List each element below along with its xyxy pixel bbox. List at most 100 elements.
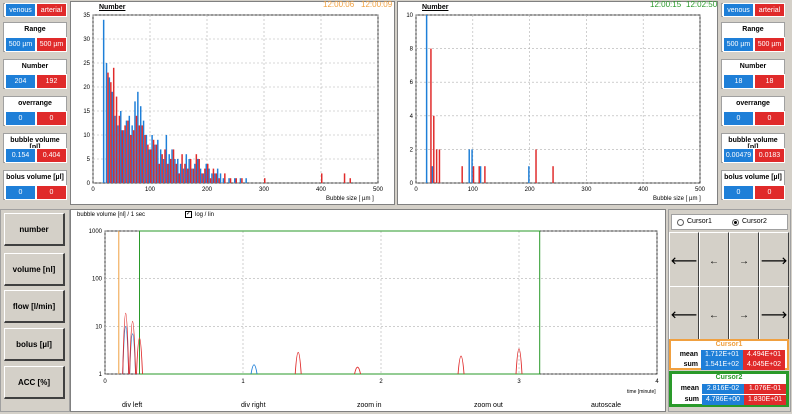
- cursor2-fast-right-button[interactable]: 🡒: [759, 286, 789, 344]
- venous-bar: [165, 135, 168, 183]
- cursor1-mean-arterial: 4.494E+01: [743, 349, 785, 360]
- legend-venous: venous: [723, 3, 754, 17]
- y-tick-label: 25: [83, 61, 90, 67]
- cursor1-fast-left-button[interactable]: 🡐: [669, 232, 699, 290]
- bubble-volume-arterial: 0.0183: [754, 148, 785, 163]
- venous-bar: [111, 91, 113, 183]
- cursor2-right-button[interactable]: →: [729, 286, 759, 344]
- timeplot-frame: [104, 230, 658, 375]
- left-number-box: Number 204 192: [3, 59, 67, 89]
- cursor1-right-button[interactable]: →: [729, 232, 759, 290]
- cursor2-fast-left-button[interactable]: 🡐: [669, 286, 699, 344]
- cursor2-stats-box: Cursor2 mean 2.816E-02 1.076E-01 sum 4.7…: [669, 371, 789, 407]
- div-left-action[interactable]: div left: [122, 402, 143, 409]
- arterial-bar: [535, 149, 537, 183]
- div-right-action[interactable]: div right: [241, 402, 266, 409]
- autoscale-action[interactable]: autoscale: [591, 402, 621, 409]
- arterial-peak: [129, 320, 137, 375]
- zoom-in-action[interactable]: zoom in: [357, 402, 382, 409]
- arterial-peak: [354, 366, 361, 375]
- arterial-peak: [122, 313, 130, 375]
- arterial-bar: [461, 166, 463, 183]
- venous-bar: [142, 120, 145, 183]
- venous-bar: [208, 168, 210, 183]
- y-tick-label: 10: [95, 324, 102, 330]
- arterial-bar: [110, 82, 112, 183]
- y-tick-label: 4: [410, 114, 414, 120]
- bolus-button[interactable]: bolus [µl]: [4, 328, 65, 361]
- acc-button[interactable]: ACC [%]: [4, 366, 65, 399]
- cursor2-radio-label: Cursor2: [742, 218, 767, 225]
- number-button[interactable]: number: [4, 213, 65, 246]
- venous-bar: [239, 178, 242, 183]
- arterial-bar: [215, 173, 218, 183]
- log-lin-label: log / lin: [195, 212, 215, 218]
- cursor1-fast-right-button[interactable]: 🡒: [759, 232, 789, 290]
- log-lin-checkbox[interactable]: ✓: [185, 211, 192, 218]
- timeplot-xlabel: time [minute]: [627, 389, 656, 395]
- right-number-box: Number 18 18: [721, 59, 785, 89]
- x-tick-label: 100: [145, 187, 156, 193]
- volume-button[interactable]: volume [nl]: [4, 253, 65, 286]
- histogram-left-xlabel: Bubble size [ µm ]: [326, 196, 374, 202]
- venous-bar: [528, 166, 530, 183]
- zoom-out-action[interactable]: zoom out: [474, 402, 503, 409]
- right-bolus-volume-box: bolus volume [µl] 0 0: [721, 170, 785, 200]
- arterial-bar: [484, 166, 486, 183]
- number-venous: 204: [5, 74, 36, 89]
- arterial-peak: [136, 337, 143, 375]
- bubble-volume-arterial: 0.404: [36, 148, 67, 163]
- cursor1-mean-label: mean: [679, 351, 698, 358]
- venous-bar: [162, 159, 165, 183]
- arterial-bar: [147, 144, 149, 183]
- overrange-venous: 0: [5, 111, 36, 126]
- cursor2-sum-venous: 4.786E+00: [702, 394, 744, 405]
- number-label: Number: [739, 63, 767, 70]
- x-tick-label: 200: [202, 187, 213, 193]
- venous-bar: [120, 111, 122, 183]
- x-tick-label: 100: [468, 187, 479, 193]
- cursor1-radio[interactable]: [677, 219, 684, 226]
- x-tick-label: 400: [638, 187, 649, 193]
- arterial-bar: [124, 125, 126, 183]
- histogram-right: 0 100 200 300 400 500 0 2 4 6 8 10: [406, 13, 705, 193]
- cursor1-mean-venous: 1.712E+01: [701, 349, 743, 360]
- venous-bar: [228, 178, 230, 183]
- venous-bar: [174, 159, 176, 183]
- legend-arterial: arterial: [754, 3, 785, 17]
- cursor2-radio[interactable]: [732, 219, 739, 226]
- cursor2-left-button[interactable]: ←: [699, 286, 729, 344]
- flow-button[interactable]: flow [l/min]: [4, 290, 65, 323]
- plot-frame: [415, 14, 701, 184]
- histogram-left-title: Number: [99, 4, 126, 11]
- arterial-bar: [118, 115, 121, 183]
- y-tick-label: 8: [410, 47, 414, 53]
- y-tick-label: 6: [410, 80, 414, 86]
- venous-bar: [171, 149, 173, 183]
- arterial-bar: [224, 173, 226, 183]
- arterial-peak: [294, 351, 302, 375]
- bolus-volume-venous: 0: [5, 185, 36, 200]
- cursor1-left-button[interactable]: ←: [699, 232, 729, 290]
- arterial-bar: [107, 72, 109, 183]
- venous-bar: [125, 120, 128, 183]
- venous-bar: [471, 149, 473, 183]
- histogram-left-time-end: 12:00:09: [361, 0, 393, 9]
- left-legend-box: venous arterial: [3, 3, 67, 17]
- venous-bar: [196, 159, 199, 183]
- venous-bar: [191, 168, 193, 183]
- range-label: Range: [24, 26, 46, 33]
- bolus-volume-arterial: 0: [754, 185, 785, 200]
- venous-bar: [148, 149, 150, 183]
- venous-bar: [431, 166, 434, 183]
- arterial-bar: [209, 178, 212, 183]
- range-venous: 500 µm: [5, 37, 36, 52]
- histogram-left-time-start: 12:00:06: [323, 0, 355, 9]
- overrange-venous: 0: [723, 111, 754, 126]
- cursor2-mean-arterial: 1.076E-01: [744, 383, 786, 394]
- arterial-peak: [457, 355, 465, 375]
- arterial-bar: [115, 96, 118, 183]
- venous-bar: [202, 173, 205, 183]
- venous-bar: [234, 178, 236, 183]
